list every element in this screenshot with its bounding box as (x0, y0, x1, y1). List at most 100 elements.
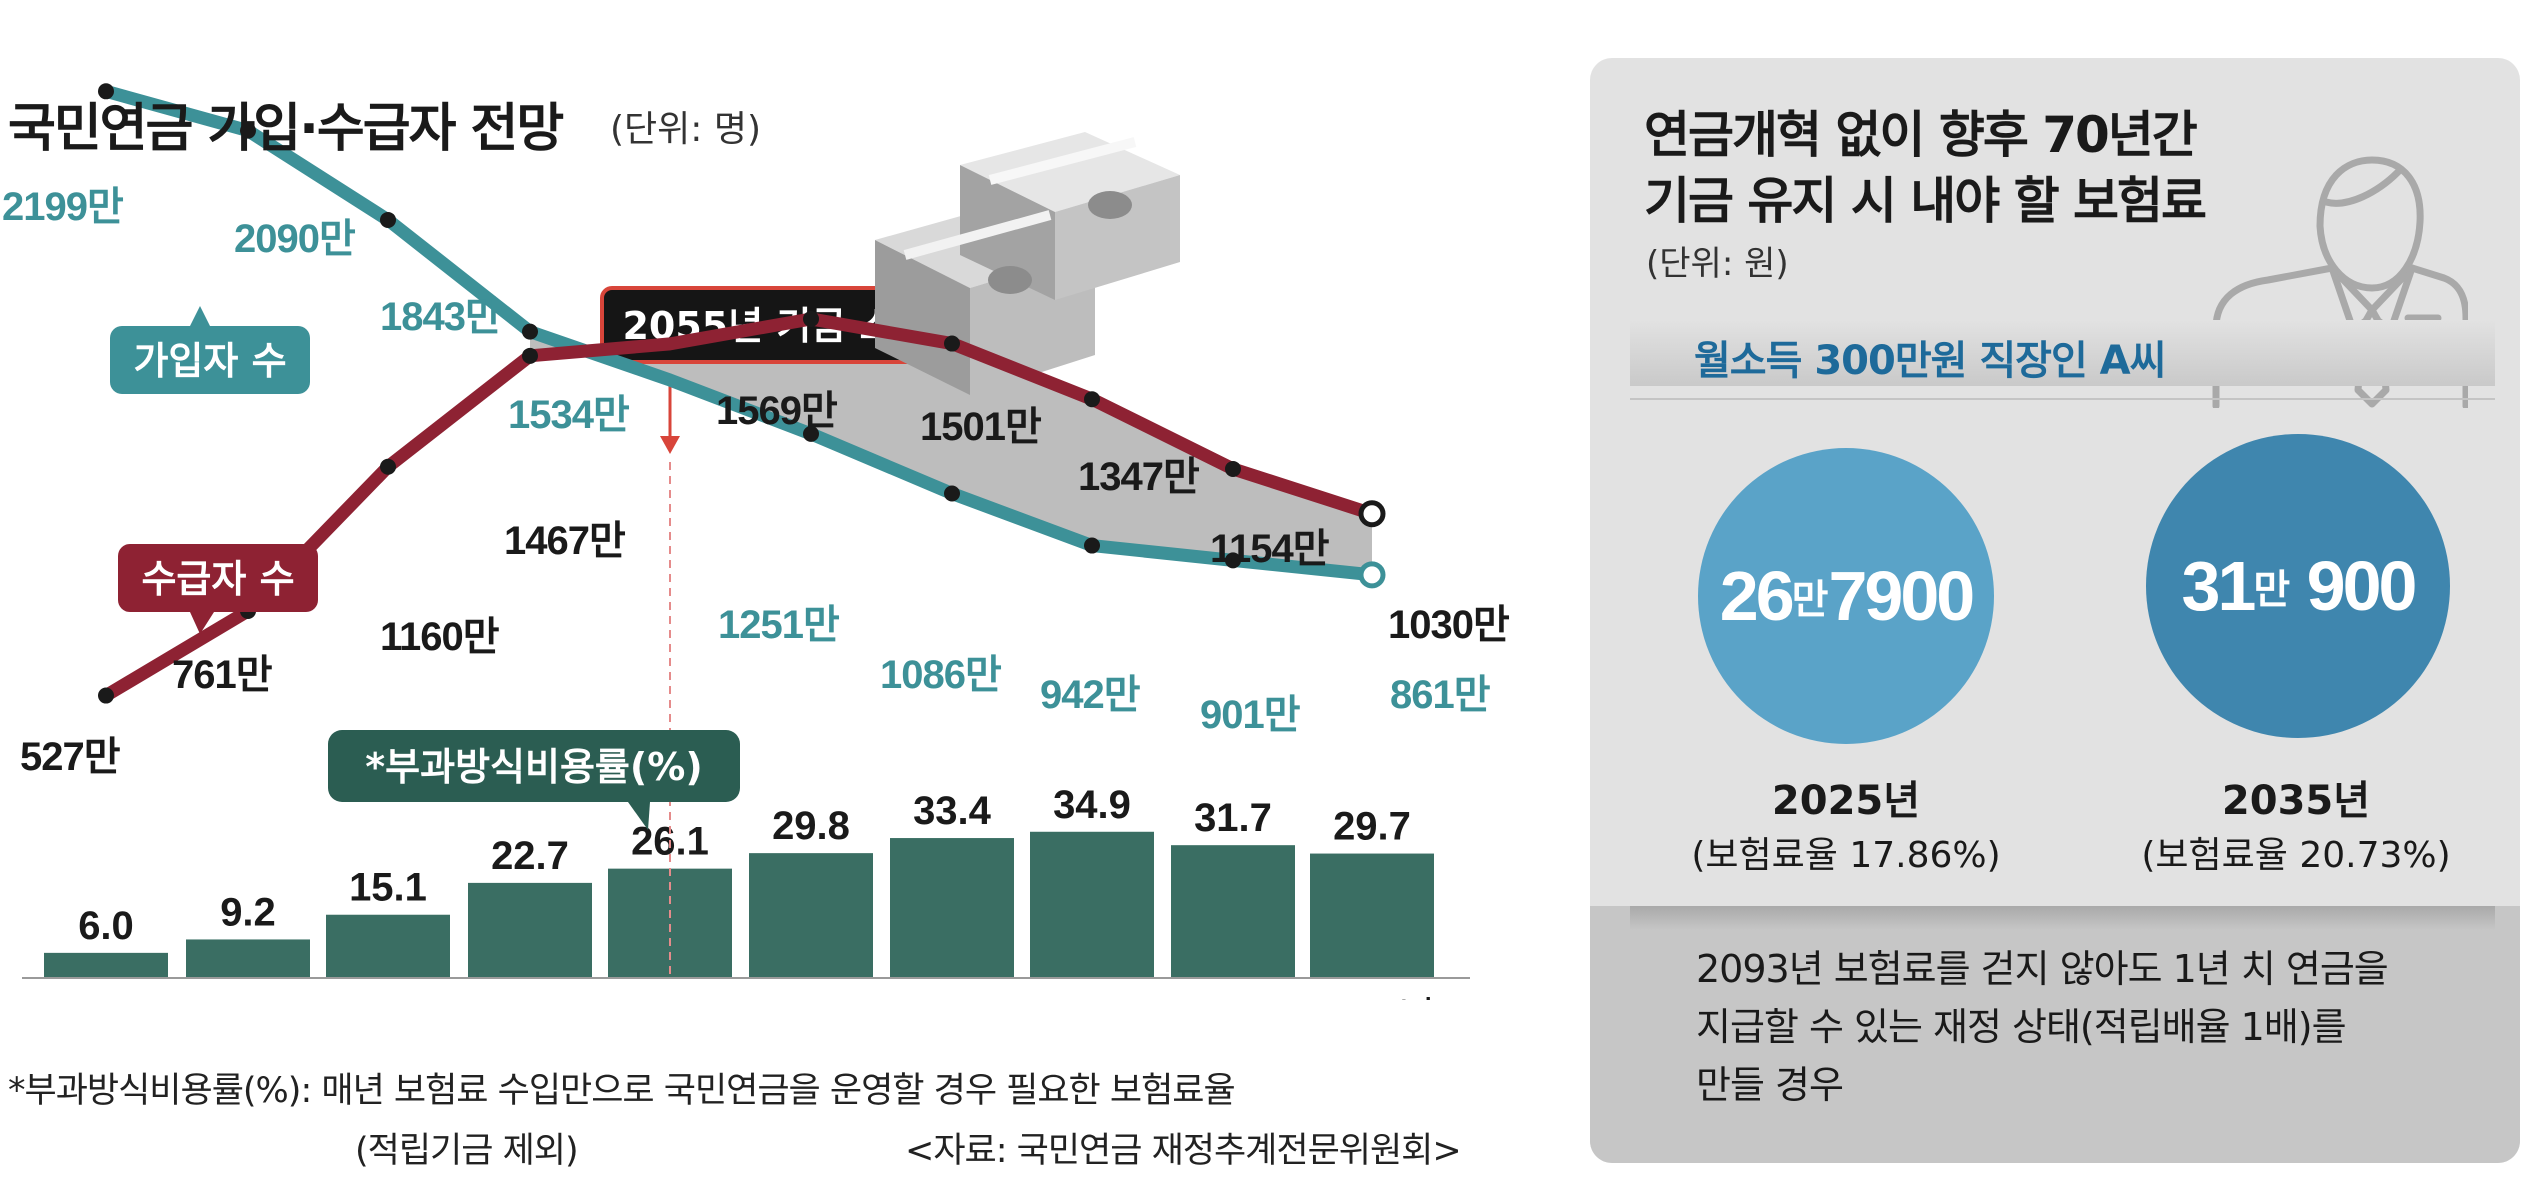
beneficiary-point (1084, 391, 1100, 408)
beneficiary-end-marker (1358, 500, 1386, 528)
bar-2060 (749, 853, 873, 978)
premium-circle-2035: 31 만 900 (2146, 434, 2450, 738)
beneficiary-point (803, 310, 819, 327)
bar-value-label: 22.7 (491, 834, 569, 878)
bar-2088 (1171, 845, 1295, 978)
beneficiary-point (1225, 460, 1241, 477)
insured-value-label: 1534만 (508, 393, 630, 437)
x-tick-label: 2088 (1189, 995, 1278, 1000)
beneficiary-value-label: 1569만 (716, 389, 838, 433)
bar-legend-box (328, 730, 740, 802)
insured-callout-box (110, 326, 310, 394)
bar-2040 (326, 914, 450, 978)
beneficiary-value-label: 527만 (20, 735, 121, 779)
chart-title: 국민연금 가입·수급자 전망 (8, 99, 564, 159)
premium-circle-2025: 26 만 7900 (1698, 448, 1994, 744)
insured-point (803, 425, 819, 442)
bar-value-label: 33.4 (913, 789, 992, 833)
x-tick-label: 2070 (908, 995, 997, 1000)
beneficiary-point (98, 687, 114, 704)
amount-rest: 900 (2290, 547, 2418, 625)
depletion-arrow-head (660, 436, 680, 454)
insured-point (944, 485, 960, 502)
insured-value-label: 861만 (1390, 673, 1491, 717)
bar-2023 (44, 952, 168, 978)
x-tick-label: 2060 (767, 995, 856, 1000)
bar-2080 (1030, 831, 1154, 978)
beneficiary-callout-box (118, 544, 318, 612)
footnote-definition: *부과방식비용률(%): 매년 보험료 수입만으로 국민연금을 운영할 경우 필… (8, 1071, 1236, 1111)
banner-label: 월소득 300만원 직장인 A씨 (1694, 338, 2166, 384)
beneficiary-value-label: 1347만 (1078, 455, 1200, 499)
panel-note-line2: 지급할 수 있는 재정 상태(적립배율 1배)를 (1696, 1005, 2347, 1049)
panel-note-line3: 만들 경우 (1696, 1063, 1844, 1107)
rate-label-2035: (보험료율 20.73%) (2141, 835, 2451, 876)
bar-value-label: 9.2 (220, 890, 276, 934)
insured-line (99, 84, 1379, 582)
money-stack-icon (875, 132, 1180, 395)
beneficiary-point (380, 458, 396, 475)
insured-point (1225, 552, 1241, 569)
chart-unit: (단위: 명) (610, 109, 762, 150)
amount-unit: 만 (1791, 577, 1829, 623)
panel-note: 2093년 보험료를 걷지 않아도 1년 치 연금을 지급할 수 있는 재정 상… (1696, 940, 2389, 1114)
beneficiary-value-label: 761만 (172, 653, 273, 697)
insured-point (1084, 537, 1100, 554)
bar-2050 (468, 882, 592, 978)
amount-main: 31 (2181, 547, 2257, 625)
beneficiary-value-label: 1467만 (504, 519, 626, 563)
bar-2093년 (1310, 853, 1434, 978)
insured-value-label: 2199만 (2, 185, 124, 229)
insured-value-label: 1251만 (718, 603, 840, 647)
insured-value-label: 1843만 (380, 295, 502, 339)
bar-legend-pointer (628, 802, 650, 830)
insured-end-marker (1358, 561, 1386, 589)
panel-divider (1630, 398, 2495, 400)
bar-value-label: 29.8 (772, 804, 850, 848)
year-label-2025: 2025년 (1771, 778, 1921, 824)
gap-area (530, 318, 1372, 575)
bar-value-label: 31.7 (1194, 796, 1272, 840)
panel-note-line1: 2093년 보험료를 걷지 않아도 1년 치 연금을 (1696, 947, 2389, 991)
insured-point (98, 83, 114, 100)
year-label-2035: 2035년 (2221, 778, 2371, 824)
amount-rest: 7900 (1828, 557, 1975, 635)
panel-title-line2: 기금 유지 시 내야 할 보험료 (1644, 172, 2207, 230)
insured-callout-label: 가입자 수 (133, 339, 286, 383)
footnote-exclusion: (적립기금 제외) (355, 1131, 579, 1171)
amount-main: 26 (1719, 557, 1795, 635)
bar-2070 (890, 838, 1014, 978)
bar-value-label: 15.1 (349, 866, 427, 910)
x-tick-label: 2055 (626, 995, 715, 1000)
bar-2030 (186, 939, 310, 978)
insured-value-label: 942만 (1040, 673, 1141, 717)
x-tick-label: 2093년 (1309, 995, 1435, 1000)
bar-value-label: 29.7 (1333, 805, 1411, 849)
panel-note-shade (1630, 906, 2495, 930)
beneficiary-value-label: 1030만 (1388, 603, 1510, 647)
beneficiary-callout-label: 수급자 수 (141, 557, 294, 601)
x-tick-label: 2040 (344, 995, 433, 1000)
insured-point (522, 323, 538, 340)
beneficiary-value-label: 1154만 (1210, 527, 1330, 571)
x-tick-label: 2050 (486, 995, 575, 1000)
insured-point (380, 211, 396, 228)
amount-unit: 만 (2253, 567, 2291, 613)
bar-legend-label: *부과방식비용률(%) (365, 745, 702, 789)
x-tick-label: 2023 (62, 995, 151, 1000)
bar-value-label: 34.9 (1053, 783, 1131, 827)
premium-panel: 연금개혁 없이 향후 70년간 기금 유지 시 내야 할 보험료 (단위: 원)… (1590, 58, 2520, 1163)
beneficiary-line (99, 312, 1379, 703)
insured-value-label: 1086만 (880, 653, 1002, 697)
beneficiary-point (522, 347, 538, 364)
panel-title-line1: 연금개혁 없이 향후 70년간 (1644, 106, 2198, 164)
footnote-source: <자료: 국민연금 재정추계전문위원회> (905, 1131, 1462, 1171)
pension-chart: 6.0 9.215.122.7 26.1 29.8 33.4 34.9 31.7 29.720… (2, 83, 1511, 1000)
bar-value-label: 6.0 (78, 904, 134, 948)
beneficiary-value-label: 1160만 (380, 615, 500, 659)
panel-title: 연금개혁 없이 향후 70년간 기금 유지 시 내야 할 보험료 (1644, 102, 2207, 234)
beneficiary-value-label: 1501만 (920, 405, 1042, 449)
rate-label-2025: (보험료율 17.86%) (1691, 835, 2001, 876)
beneficiary-point (944, 335, 960, 352)
x-tick-label: 2030 (204, 995, 293, 1000)
